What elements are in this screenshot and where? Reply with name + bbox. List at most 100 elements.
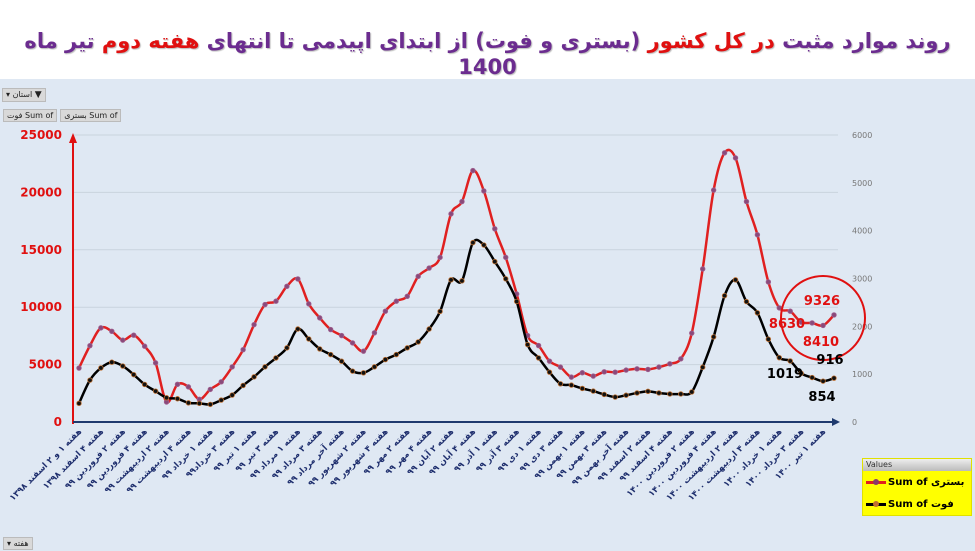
data-point-deaths: [656, 390, 662, 396]
y-left-tick-label: 0: [54, 415, 62, 429]
value-field-hospitalized[interactable]: Sum of بستری: [60, 109, 122, 122]
data-point-deaths: [459, 278, 465, 284]
data-point-deaths: [327, 351, 334, 358]
data-point-hospitalized: [262, 301, 268, 308]
data-point-hospitalized: [229, 364, 235, 370]
data-point-hospitalized: [448, 211, 454, 217]
y-left-tick-label: 5000: [29, 358, 62, 372]
annotation-death-854: 854: [808, 390, 835, 405]
axis-field-week[interactable]: هفته ▾: [3, 537, 33, 550]
line-chart: 0 5000 10000 15000 20000 25000 0 1000 2000 3000 40…: [8, 128, 872, 503]
data-point-hospitalized: [535, 342, 542, 349]
data-point-hospitalized: [349, 340, 356, 346]
data-point-hospitalized: [76, 365, 82, 371]
data-point-deaths: [513, 298, 520, 305]
data-point-hospitalized: [459, 198, 465, 205]
data-point-deaths: [776, 354, 782, 361]
data-point-hospitalized: [141, 343, 148, 349]
data-point-deaths: [535, 355, 542, 361]
data-point-hospitalized: [360, 348, 367, 354]
data-point-hospitalized: [131, 332, 137, 338]
data-point-hospitalized: [699, 266, 706, 272]
data-point-hospitalized: [503, 254, 509, 261]
y-right-tick-label: 2000: [852, 322, 872, 331]
data-point-deaths: [360, 370, 367, 376]
title-highlight: در کل کشور: [647, 29, 775, 53]
data-point-hospitalized: [327, 326, 334, 333]
data-point-deaths: [284, 345, 290, 351]
data-point-hospitalized: [273, 298, 279, 304]
data-point-deaths: [579, 385, 586, 392]
data-point-deaths: [338, 358, 345, 364]
y-right-tick-label: 3000: [852, 275, 872, 284]
data-point-deaths: [503, 276, 509, 282]
y-right-tick-label: 5000: [852, 179, 872, 188]
value-fields: Sum of فوت Sum of بستری: [3, 109, 122, 122]
annotation-death-1019: 1019: [767, 367, 803, 382]
y-left-axis-arrow-icon: [69, 133, 77, 143]
data-point-deaths: [207, 401, 214, 408]
data-point-deaths: [174, 396, 181, 402]
data-point-hospitalized: [689, 330, 695, 336]
value-field-deaths[interactable]: Sum of فوت: [3, 109, 58, 122]
data-point-deaths: [131, 371, 137, 378]
filter-icon: ▼: [34, 90, 42, 100]
data-point-hospitalized: [207, 386, 214, 393]
title-text: (بستری و فوت) از ابتدای اپیدمی تا انتهای: [199, 29, 648, 53]
data-point-hospitalized: [415, 273, 421, 280]
highlight-circle: [780, 275, 866, 361]
data-point-hospitalized: [492, 226, 498, 232]
data-point-hospitalized: [470, 167, 476, 174]
data-point-hospitalized: [612, 369, 618, 375]
data-point-hospitalized: [338, 332, 345, 339]
title-text: تیر ماه 1400: [24, 29, 517, 79]
data-point-deaths: [546, 369, 553, 375]
data-point-deaths: [732, 277, 739, 283]
data-point-deaths: [98, 365, 104, 371]
y-right-tick-label: 0: [852, 418, 857, 427]
data-point-deaths: [787, 358, 793, 364]
data-point-hospitalized: [120, 337, 126, 343]
data-point-hospitalized: [568, 374, 575, 380]
data-point-hospitalized: [743, 198, 750, 205]
data-point-deaths: [218, 397, 224, 403]
data-point-deaths: [831, 375, 837, 381]
annotation-death-916: 916: [816, 353, 843, 368]
legend-title: Values: [863, 459, 971, 471]
data-point-deaths: [448, 277, 454, 283]
data-point-hospitalized: [732, 155, 739, 161]
data-point-deaths: [568, 382, 575, 388]
data-point-hospitalized: [481, 188, 487, 194]
data-point-deaths: [163, 395, 170, 401]
data-point-deaths: [524, 341, 531, 348]
legend-label: Sum of فوت: [888, 498, 954, 510]
series-line-hospitalized: [77, 148, 835, 404]
data-point-deaths: [349, 368, 356, 374]
data-point-deaths: [109, 359, 115, 365]
data-point-hospitalized: [590, 373, 596, 379]
data-point-deaths: [710, 334, 717, 340]
legend-swatch-black: [866, 500, 886, 507]
data-point-deaths: [371, 364, 378, 370]
data-point-hospitalized: [710, 187, 717, 193]
axis-field-label: هفته: [13, 539, 29, 548]
data-point-deaths: [426, 326, 432, 332]
x-axis-arrow-icon: [832, 418, 840, 426]
data-point-hospitalized: [251, 321, 257, 328]
data-point-hospitalized: [317, 315, 323, 321]
data-point-deaths: [141, 381, 148, 388]
data-point-hospitalized: [152, 360, 159, 366]
data-point-hospitalized: [656, 364, 662, 370]
data-point-deaths: [196, 400, 203, 407]
data-point-deaths: [481, 242, 487, 248]
series-line-deaths: [77, 238, 835, 406]
filter-button-province[interactable]: ▼ استان ▾: [2, 88, 46, 102]
data-point-hospitalized: [678, 356, 684, 362]
data-point-deaths: [317, 346, 323, 352]
data-point-hospitalized: [831, 312, 837, 318]
data-point-deaths: [306, 336, 312, 342]
data-point-hospitalized: [426, 265, 432, 271]
data-point-deaths: [820, 378, 826, 384]
data-point-hospitalized: [623, 367, 629, 373]
data-point-hospitalized: [218, 379, 224, 385]
